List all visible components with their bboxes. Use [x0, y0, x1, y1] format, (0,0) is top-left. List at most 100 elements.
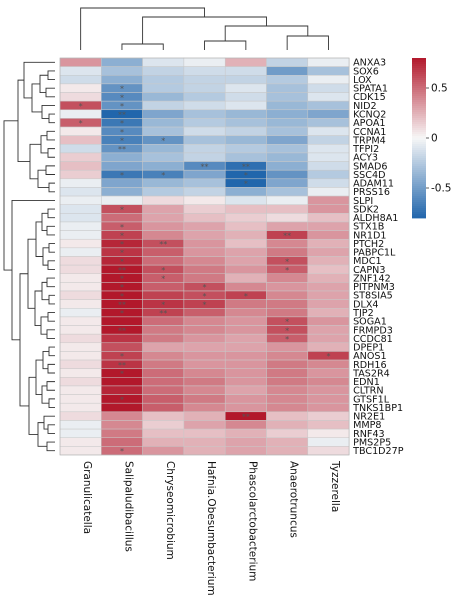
- heatmap-cell: [266, 109, 309, 119]
- row-label: SPATA1: [353, 84, 388, 95]
- colorbar-segment: [412, 204, 426, 207]
- heatmap-cell: [59, 282, 102, 292]
- row-label: TFPI2: [352, 144, 379, 155]
- significance-marker: **: [242, 413, 250, 422]
- heatmap-cell: [183, 135, 226, 145]
- heatmap-cell: [266, 195, 309, 205]
- significance-marker: *: [120, 395, 124, 404]
- row-label: ANXA3: [353, 58, 386, 69]
- significance-marker: *: [203, 283, 207, 292]
- significance-marker: *: [120, 257, 124, 266]
- heatmap-cell: [307, 75, 350, 85]
- heatmap-cell: [142, 83, 185, 93]
- colorbar-segment: [412, 88, 426, 91]
- heatmap-cell: [183, 92, 226, 102]
- row-label: APOA1: [353, 118, 385, 129]
- heatmap-cell: [59, 256, 102, 266]
- heatmap-cell: [307, 325, 350, 335]
- colorbar-segment: [412, 154, 426, 157]
- heatmap-cell: [307, 420, 350, 430]
- heatmap-cell: [183, 83, 226, 93]
- heatmap-cell: [101, 195, 143, 205]
- heatmap-cell: [224, 316, 267, 326]
- significance-marker: *: [120, 206, 124, 215]
- heatmap-cell: [224, 66, 267, 76]
- colorbar-segment: [412, 206, 426, 209]
- colorbar-segment: [412, 98, 426, 101]
- row-label: PRSS16: [353, 187, 390, 198]
- heatmap-cell: [224, 126, 267, 136]
- colorbar-segment: [412, 142, 426, 145]
- heatmap-cell: [183, 256, 226, 266]
- significance-marker: *: [79, 119, 83, 128]
- colorbar-segment: [412, 214, 426, 217]
- significance-marker: *: [161, 171, 165, 180]
- significance-marker: *: [244, 292, 248, 301]
- significance-marker: **: [283, 231, 291, 240]
- heatmap-cell: [142, 66, 185, 76]
- significance-marker: *: [79, 102, 83, 111]
- heatmap-cell: [142, 195, 185, 205]
- heatmap-cell: [183, 213, 226, 223]
- heatmap-cell: [142, 316, 185, 326]
- heatmap-cell: [224, 135, 267, 145]
- colorbar-segment: [412, 74, 426, 77]
- row-label: CAPN3: [353, 265, 385, 276]
- colorbar-segment: [412, 100, 426, 103]
- heatmap-cell: [307, 221, 350, 231]
- heatmap-cell: [59, 57, 102, 67]
- heatmap-cell: [59, 333, 102, 344]
- significance-marker: *: [120, 136, 124, 145]
- row-label: SSC4D: [353, 170, 385, 181]
- heatmap-cell: [266, 290, 309, 300]
- heatmap-cell: [307, 446, 350, 456]
- colorbar-segment: [412, 162, 426, 165]
- heatmap-cell: [183, 195, 226, 205]
- heatmap-cell: [307, 359, 350, 369]
- heatmap-cell: [224, 213, 267, 223]
- row-label: TAS2R4: [352, 368, 390, 379]
- heatmap-cell: [59, 428, 102, 438]
- heatmap-cell: [183, 308, 226, 318]
- significance-marker: **: [159, 309, 167, 318]
- heatmap-cell: [224, 152, 267, 162]
- heatmap-cell: [142, 446, 185, 456]
- colorbar: 0.5 0 -0.5: [412, 58, 452, 219]
- row-label: NR2E1: [353, 412, 385, 423]
- heatmap-cell: [142, 178, 185, 188]
- significance-marker: *: [120, 240, 124, 249]
- colorbar-segment: [412, 108, 426, 111]
- row-label: DLX4: [353, 299, 378, 310]
- row-label: CCNA1: [353, 127, 386, 138]
- heatmap-cell: [59, 195, 102, 205]
- heatmap-cell: [307, 377, 350, 387]
- heatmap-cell: [307, 385, 350, 395]
- heatmap-cell: [183, 428, 226, 438]
- colorbar-segment: [412, 66, 426, 69]
- heatmap-cell: [59, 342, 102, 352]
- heatmap-cell: [101, 178, 143, 188]
- significance-marker: *: [120, 352, 124, 361]
- row-label: ADAM11: [353, 179, 394, 190]
- heatmap-cell: [224, 325, 267, 335]
- heatmap-cell: [142, 351, 185, 361]
- heatmap-cell: [307, 169, 350, 180]
- heatmap-cell: [224, 83, 267, 93]
- significance-marker: *: [244, 171, 248, 180]
- colorbar-segment: [412, 120, 426, 123]
- significance-marker: *: [285, 335, 289, 344]
- heatmap-cell: [307, 290, 350, 300]
- heatmap-cell: [266, 92, 309, 102]
- colorbar-segment: [412, 166, 426, 169]
- heatmap-cell: [307, 178, 350, 188]
- heatmap-cell: [307, 83, 350, 93]
- heatmap-cell: [183, 187, 226, 197]
- heatmap-cell: [307, 100, 350, 111]
- heatmap-cell: [59, 437, 102, 447]
- significance-marker: **: [118, 300, 126, 309]
- heatmap-cell: [224, 204, 267, 214]
- heatmap-cell: [224, 118, 267, 128]
- heatmap-cell: [266, 238, 309, 249]
- significance-marker: *: [120, 275, 124, 284]
- heatmap-cell: [59, 126, 102, 136]
